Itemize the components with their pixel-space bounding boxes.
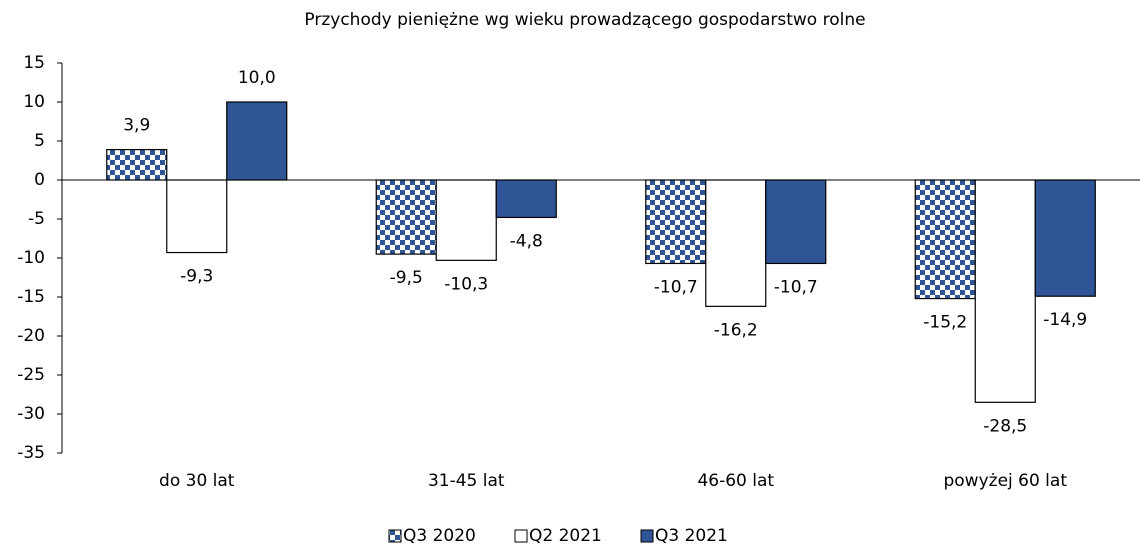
value-label: -28,5 xyxy=(983,416,1027,436)
x-tick-label: 46-60 lat xyxy=(697,471,774,491)
bar xyxy=(435,179,497,261)
value-label: -10,7 xyxy=(654,277,698,297)
x-tick-label: powyżej 60 lat xyxy=(943,471,1067,491)
x-tick-label: do 30 lat xyxy=(159,471,235,491)
y-tick-label: -30 xyxy=(17,404,45,424)
legend-swatch xyxy=(388,529,402,543)
y-tick-label: -15 xyxy=(17,287,45,307)
legend-label: Q3 2020 xyxy=(403,526,476,546)
value-label: -14,9 xyxy=(1043,310,1087,330)
y-tick-label: -20 xyxy=(17,326,45,346)
bar xyxy=(974,179,1036,403)
y-tick-label: 0 xyxy=(34,170,45,190)
y-tick-label: -25 xyxy=(17,365,45,385)
legend-swatch xyxy=(514,529,528,543)
y-tick-label: 5 xyxy=(34,131,45,151)
value-label: -15,2 xyxy=(923,313,967,333)
legend-swatch xyxy=(640,529,654,543)
value-label: 3,9 xyxy=(123,116,150,136)
value-label: -4,8 xyxy=(510,231,543,251)
y-tick-label: -35 xyxy=(17,443,45,463)
bar xyxy=(495,179,557,219)
bar xyxy=(705,179,767,307)
chart-title: Przychody pieniężne wg wieku prowadząceg… xyxy=(304,10,865,30)
bar xyxy=(106,148,168,181)
value-label: -10,3 xyxy=(444,274,488,294)
bar xyxy=(375,179,437,255)
value-label: 10,0 xyxy=(238,68,276,88)
value-label: -16,2 xyxy=(714,320,758,340)
bar xyxy=(166,179,228,254)
bar xyxy=(1034,179,1096,297)
bar xyxy=(765,179,827,265)
y-tick-label: 15 xyxy=(23,53,45,73)
legend-label: Q3 2021 xyxy=(655,526,728,546)
legend-label: Q2 2021 xyxy=(529,526,602,546)
value-label: -9,5 xyxy=(390,268,423,288)
y-tick-label: 10 xyxy=(23,92,45,112)
y-tick-label: -5 xyxy=(28,209,45,229)
y-tick-label: -10 xyxy=(17,248,45,268)
bar xyxy=(914,179,976,300)
bar xyxy=(645,179,707,265)
x-tick-label: 31-45 lat xyxy=(428,471,505,491)
value-label: -9,3 xyxy=(180,267,213,287)
bar xyxy=(226,101,288,181)
value-label: -10,7 xyxy=(774,277,818,297)
